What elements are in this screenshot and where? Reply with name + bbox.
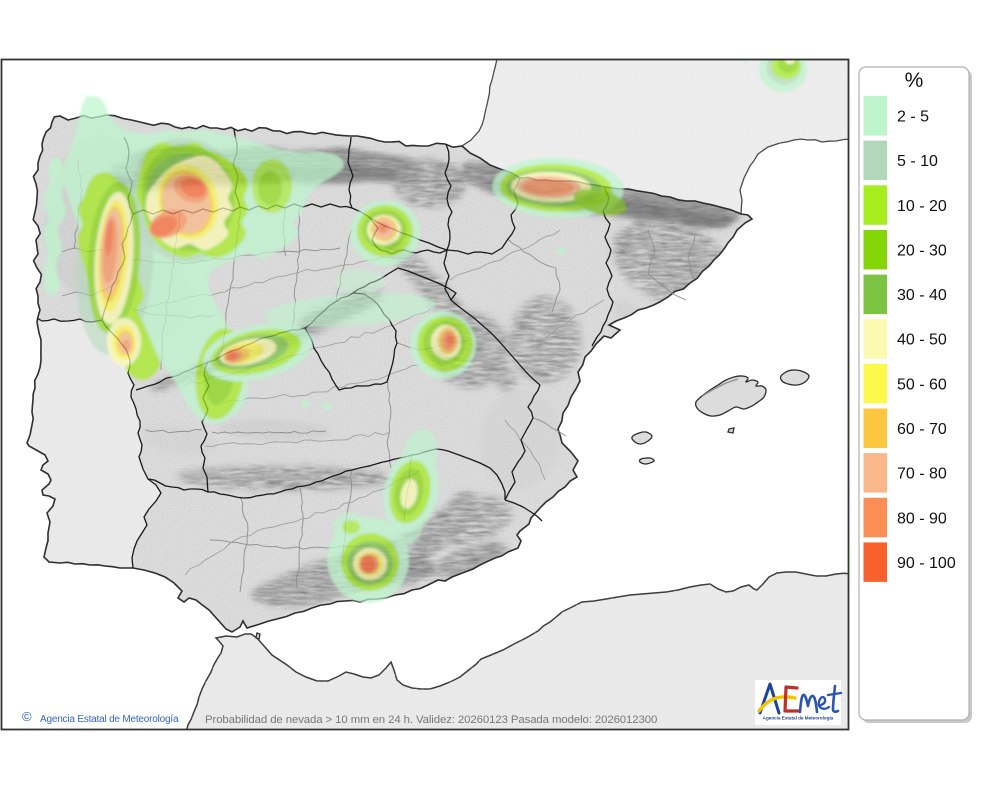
svg-text:©: © — [22, 709, 32, 724]
svg-text:5 - 10: 5 - 10 — [897, 153, 938, 170]
svg-text:2 - 5: 2 - 5 — [897, 109, 929, 126]
svg-text:20 - 30: 20 - 30 — [897, 242, 947, 259]
svg-text:70 - 80: 70 - 80 — [897, 466, 947, 483]
svg-text:10 - 20: 10 - 20 — [897, 198, 947, 215]
svg-text:Agencia Estatal de Meteorologí: Agencia Estatal de Meteorología — [40, 714, 179, 725]
svg-text:60 - 70: 60 - 70 — [897, 421, 947, 438]
svg-text:Agencia Estatal de Meteorologí: Agencia Estatal de Meteorología — [763, 716, 834, 721]
svg-text:80 - 90: 80 - 90 — [897, 510, 947, 527]
svg-text:40 - 50: 40 - 50 — [897, 332, 947, 349]
svg-text:Probabilidad de nevada > 10 mm: Probabilidad de nevada > 10 mm en 24 h. … — [205, 714, 657, 726]
svg-text:%: % — [905, 69, 924, 92]
svg-text:30 - 40: 30 - 40 — [897, 287, 947, 304]
svg-text:50 - 60: 50 - 60 — [897, 376, 947, 393]
svg-text:90 - 100: 90 - 100 — [897, 555, 956, 572]
